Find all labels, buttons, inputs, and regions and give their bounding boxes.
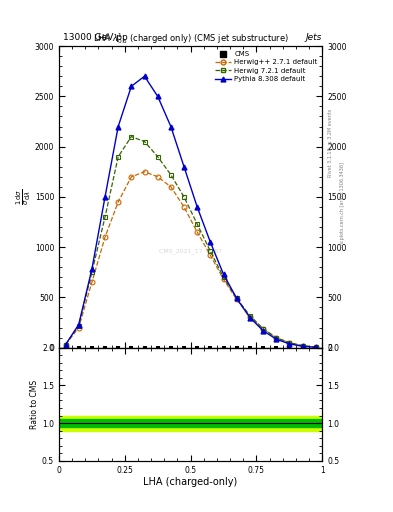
Herwig++ 2.7.1 default bbox=[221, 276, 226, 283]
Herwig 7.2.1 default bbox=[155, 154, 160, 160]
Point bbox=[273, 344, 279, 352]
Herwig++ 2.7.1 default bbox=[116, 199, 121, 205]
Pythia 8.308 default bbox=[300, 343, 305, 349]
Line: Herwig 7.2.1 default: Herwig 7.2.1 default bbox=[63, 134, 318, 350]
Herwig++ 2.7.1 default bbox=[208, 252, 213, 258]
Pythia 8.308 default bbox=[221, 271, 226, 278]
Herwig 7.2.1 default bbox=[313, 344, 318, 350]
Herwig 7.2.1 default bbox=[300, 343, 305, 349]
Herwig++ 2.7.1 default bbox=[195, 229, 200, 235]
Pythia 8.308 default bbox=[182, 164, 186, 170]
Herwig 7.2.1 default bbox=[195, 221, 200, 227]
Point bbox=[194, 344, 200, 352]
Text: 13000 GeV pp: 13000 GeV pp bbox=[63, 33, 128, 42]
Herwig 7.2.1 default bbox=[208, 248, 213, 254]
Pythia 8.308 default bbox=[129, 83, 134, 90]
Point bbox=[181, 344, 187, 352]
Herwig 7.2.1 default bbox=[234, 295, 239, 302]
Title: LHA $\lambda^{1}_{0.5}$ (charged only) (CMS jet substructure): LHA $\lambda^{1}_{0.5}$ (charged only) (… bbox=[93, 31, 288, 46]
X-axis label: LHA (charged-only): LHA (charged-only) bbox=[143, 477, 238, 487]
Point bbox=[299, 344, 306, 352]
Herwig++ 2.7.1 default bbox=[90, 279, 94, 285]
Herwig++ 2.7.1 default bbox=[248, 313, 252, 319]
Point bbox=[102, 344, 108, 352]
Herwig++ 2.7.1 default bbox=[313, 344, 318, 350]
Point bbox=[168, 344, 174, 352]
Herwig++ 2.7.1 default bbox=[287, 339, 292, 346]
Point bbox=[260, 344, 266, 352]
Herwig++ 2.7.1 default bbox=[142, 168, 147, 175]
Pythia 8.308 default bbox=[155, 93, 160, 99]
Pythia 8.308 default bbox=[116, 123, 121, 130]
Herwig++ 2.7.1 default bbox=[155, 174, 160, 180]
Text: CMS_2021_17 0187: CMS_2021_17 0187 bbox=[159, 248, 222, 254]
Point bbox=[220, 344, 227, 352]
Herwig++ 2.7.1 default bbox=[182, 204, 186, 210]
Herwig 7.2.1 default bbox=[261, 326, 265, 332]
Point bbox=[75, 344, 82, 352]
Pythia 8.308 default bbox=[313, 344, 318, 350]
Point bbox=[115, 344, 121, 352]
Herwig 7.2.1 default bbox=[169, 172, 173, 178]
Herwig 7.2.1 default bbox=[103, 214, 107, 220]
Pythia 8.308 default bbox=[248, 314, 252, 321]
Y-axis label: $\frac{1}{\sigma}\frac{\mathrm{d}\sigma}{\mathrm{d}\lambda}$: $\frac{1}{\sigma}\frac{\mathrm{d}\sigma}… bbox=[15, 189, 33, 205]
Herwig 7.2.1 default bbox=[182, 194, 186, 200]
Pythia 8.308 default bbox=[103, 194, 107, 200]
Pythia 8.308 default bbox=[63, 342, 68, 348]
Herwig++ 2.7.1 default bbox=[169, 184, 173, 190]
Pythia 8.308 default bbox=[195, 204, 200, 210]
Point bbox=[141, 344, 148, 352]
Pythia 8.308 default bbox=[76, 322, 81, 328]
Pythia 8.308 default bbox=[274, 336, 279, 342]
Point bbox=[286, 344, 292, 352]
Text: Jets: Jets bbox=[306, 33, 322, 42]
Pythia 8.308 default bbox=[90, 266, 94, 272]
Herwig 7.2.1 default bbox=[63, 342, 68, 348]
Legend: CMS, Herwig++ 2.7.1 default, Herwig 7.2.1 default, Pythia 8.308 default: CMS, Herwig++ 2.7.1 default, Herwig 7.2.… bbox=[214, 50, 319, 83]
Herwig 7.2.1 default bbox=[90, 269, 94, 275]
Herwig++ 2.7.1 default bbox=[274, 334, 279, 340]
Point bbox=[312, 344, 319, 352]
Point bbox=[207, 344, 213, 352]
Line: Pythia 8.308 default: Pythia 8.308 default bbox=[63, 74, 318, 350]
Herwig++ 2.7.1 default bbox=[63, 342, 68, 348]
Herwig 7.2.1 default bbox=[274, 334, 279, 340]
Herwig++ 2.7.1 default bbox=[261, 326, 265, 332]
Pythia 8.308 default bbox=[234, 295, 239, 302]
Point bbox=[233, 344, 240, 352]
Pythia 8.308 default bbox=[287, 341, 292, 347]
Herwig++ 2.7.1 default bbox=[234, 296, 239, 303]
Pythia 8.308 default bbox=[208, 239, 213, 245]
Herwig++ 2.7.1 default bbox=[300, 343, 305, 349]
Herwig 7.2.1 default bbox=[248, 312, 252, 318]
Herwig 7.2.1 default bbox=[221, 274, 226, 281]
Herwig 7.2.1 default bbox=[129, 134, 134, 140]
Herwig++ 2.7.1 default bbox=[103, 234, 107, 240]
Pythia 8.308 default bbox=[169, 123, 173, 130]
Herwig 7.2.1 default bbox=[76, 323, 81, 329]
Pythia 8.308 default bbox=[261, 328, 265, 334]
Point bbox=[62, 344, 69, 352]
Herwig 7.2.1 default bbox=[116, 154, 121, 160]
Point bbox=[128, 344, 134, 352]
Point bbox=[154, 344, 161, 352]
Herwig++ 2.7.1 default bbox=[129, 174, 134, 180]
Herwig 7.2.1 default bbox=[287, 339, 292, 346]
Pythia 8.308 default bbox=[142, 73, 147, 79]
Point bbox=[89, 344, 95, 352]
Text: mcplots.cern.ch [arXiv:1306.3436]: mcplots.cern.ch [arXiv:1306.3436] bbox=[340, 162, 345, 247]
Herwig++ 2.7.1 default bbox=[76, 325, 81, 331]
Point bbox=[247, 344, 253, 352]
Herwig 7.2.1 default bbox=[142, 139, 147, 145]
Text: Rivet 3.1.10, ≥ 3.2M events: Rivet 3.1.10, ≥ 3.2M events bbox=[328, 109, 333, 178]
Line: Herwig++ 2.7.1 default: Herwig++ 2.7.1 default bbox=[63, 169, 318, 350]
Y-axis label: Ratio to CMS: Ratio to CMS bbox=[30, 380, 39, 429]
